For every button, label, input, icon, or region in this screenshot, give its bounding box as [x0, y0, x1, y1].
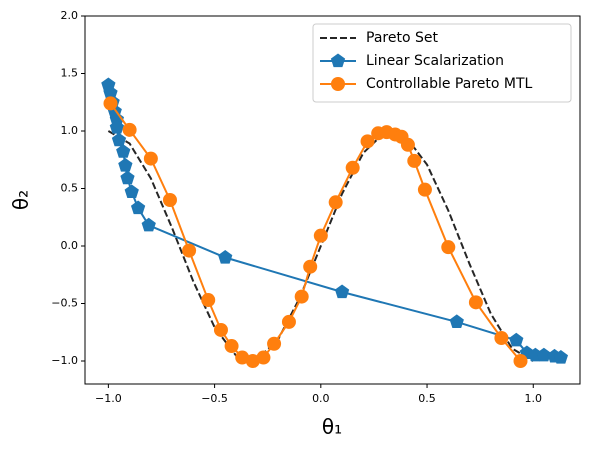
marker: [103, 85, 118, 100]
marker: [417, 182, 432, 197]
x-tick-label: 0.5: [418, 392, 436, 405]
y-tick-label: −1.0: [51, 354, 78, 367]
x-tick-label: −0.5: [201, 392, 228, 405]
marker: [213, 322, 228, 337]
marker: [281, 314, 296, 329]
marker: [109, 112, 124, 126]
marker: [109, 120, 124, 134]
marker: [256, 350, 271, 365]
marker: [111, 132, 127, 147]
y-tick-label: −0.5: [51, 297, 78, 310]
marker: [224, 339, 239, 354]
marker: [103, 96, 118, 111]
marker: [120, 170, 135, 185]
axes-frame: [84, 15, 581, 385]
legend-marker: [330, 53, 346, 68]
marker: [360, 134, 375, 149]
series-line: [107, 130, 534, 362]
legend-marker: [331, 77, 345, 91]
marker: [509, 332, 524, 347]
y-tick-label: 1.5: [61, 67, 79, 80]
marker: [245, 354, 260, 368]
legend-label: Linear Scalarization: [366, 53, 504, 69]
y-tick-label: 1.0: [61, 124, 79, 137]
marker: [122, 122, 137, 137]
x-axis-label: θ₁: [322, 415, 342, 439]
marker: [328, 195, 343, 210]
marker: [303, 259, 318, 274]
marker: [513, 354, 528, 368]
legend-box: [312, 23, 572, 103]
x-tick-label: −1.0: [95, 392, 122, 405]
marker: [407, 153, 422, 168]
marker: [441, 240, 456, 255]
marker: [400, 137, 415, 152]
legend-label: Controllable Pareto MTL: [366, 76, 533, 92]
x-tick-label: 0.0: [312, 392, 330, 405]
legend-label: Pareto Set: [366, 30, 438, 46]
y-tick-label: 2.0: [61, 9, 79, 22]
marker: [553, 350, 569, 364]
marker: [449, 314, 464, 328]
marker: [294, 289, 309, 304]
marker: [201, 293, 216, 308]
marker: [130, 200, 146, 215]
y-tick-label: 0.5: [61, 182, 79, 195]
marker: [536, 347, 552, 362]
marker: [116, 144, 131, 158]
marker: [494, 331, 509, 345]
marker: [141, 217, 156, 232]
marker: [235, 350, 250, 365]
marker: [218, 250, 233, 264]
marker: [334, 284, 350, 299]
marker: [162, 193, 177, 207]
marker: [143, 151, 158, 166]
marker: [118, 158, 133, 172]
marker: [468, 295, 483, 310]
y-axis-label: θ₂: [9, 190, 33, 210]
marker: [345, 160, 360, 175]
x-tick-label: 1.0: [525, 392, 543, 405]
marker: [313, 228, 328, 243]
y-tick-label: 0.0: [61, 239, 79, 252]
marker: [267, 336, 282, 351]
marker: [124, 184, 139, 199]
marker: [182, 243, 197, 258]
